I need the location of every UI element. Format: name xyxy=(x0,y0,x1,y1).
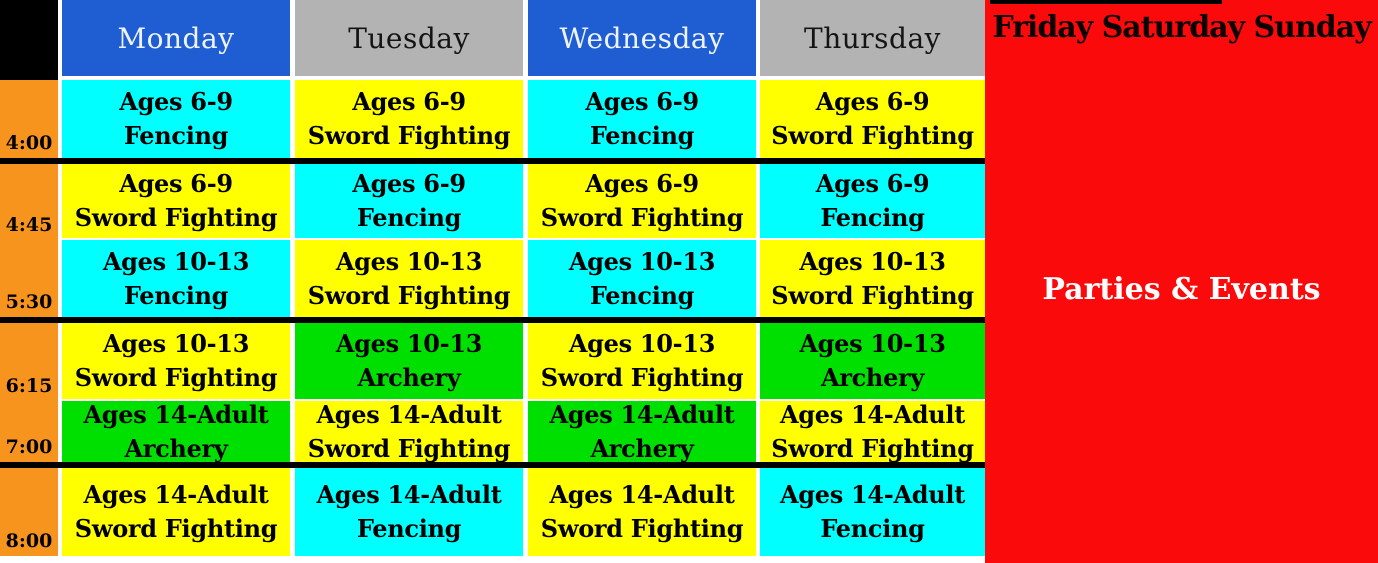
cell-age-group: Ages 10-13 xyxy=(568,329,716,359)
schedule-cell-thursday-615: Ages 10-13 Archery xyxy=(760,323,985,399)
time-label-445: 4:45 xyxy=(0,164,58,240)
weekend-panel-title: Friday Saturday Sunday xyxy=(992,10,1371,45)
time-label-800: 8:00 xyxy=(0,468,58,556)
cell-age-group: Ages 6-9 xyxy=(815,169,930,199)
schedule-cell-thursday-400: Ages 6-9 Sword Fighting xyxy=(760,80,985,158)
cell-activity: Archery xyxy=(820,363,925,392)
cell-age-group: Ages 10-13 xyxy=(799,329,946,359)
cell-age-group: Ages 10-13 xyxy=(335,246,483,276)
cell-age-group: Ages 10-13 xyxy=(335,329,483,359)
day-header-thursday: Thursday xyxy=(760,0,985,76)
schedule-cell-wednesday-700: Ages 14-Adult Archery xyxy=(528,399,756,463)
cell-age-group: Ages 6-9 xyxy=(352,169,466,199)
cell-age-group: Ages 14-Adult xyxy=(549,399,735,429)
time-label-615: 6:15 xyxy=(0,323,58,401)
corner-cell xyxy=(0,0,58,80)
cell-age-group: Ages 10-13 xyxy=(102,246,250,276)
schedule-cell-tuesday-445: Ages 6-9 Fencing xyxy=(295,164,523,238)
cell-age-group: Ages 10-13 xyxy=(102,329,250,359)
cell-age-group: Ages 14-Adult xyxy=(83,480,269,510)
cell-activity: Fencing xyxy=(820,203,925,232)
cell-activity: Sword Fighting xyxy=(771,280,974,310)
day-header-wednesday: Wednesday xyxy=(528,0,756,76)
cell-age-group: Ages 6-9 xyxy=(119,169,233,199)
schedule-cell-monday-400: Ages 6-9 Fencing xyxy=(62,80,290,158)
cell-age-group: Ages 10-13 xyxy=(799,246,946,276)
weekend-panel-subtitle: Parties & Events xyxy=(1042,272,1321,307)
black-divider xyxy=(0,158,985,164)
cell-activity: Sword Fighting xyxy=(74,203,278,232)
cell-activity: Sword Fighting xyxy=(307,280,511,310)
cell-activity: Sword Fighting xyxy=(74,363,278,392)
time-label-530: 5:30 xyxy=(0,240,58,317)
cell-activity: Sword Fighting xyxy=(771,121,974,150)
cell-activity: Fencing xyxy=(356,203,462,232)
cell-activity: Sword Fighting xyxy=(307,433,511,463)
cell-age-group: Ages 6-9 xyxy=(585,169,699,199)
cell-age-group: Ages 14-Adult xyxy=(316,399,502,429)
cell-age-group: Ages 14-Adult xyxy=(549,480,735,510)
black-divider xyxy=(0,462,985,468)
cell-activity: Fencing xyxy=(820,514,925,543)
cell-activity: Sword Fighting xyxy=(307,121,511,150)
schedule-cell-wednesday-445: Ages 6-9 Sword Fighting xyxy=(528,164,756,238)
cell-age-group: Ages 14-Adult xyxy=(779,399,966,429)
schedule-cell-monday-530: Ages 10-13 Fencing xyxy=(62,240,290,317)
cell-activity: Sword Fighting xyxy=(540,514,744,543)
schedule-cell-monday-800: Ages 14-Adult Sword Fighting xyxy=(62,468,290,556)
day-header-tuesday: Tuesday xyxy=(295,0,523,76)
cell-activity: Fencing xyxy=(589,280,695,310)
weekly-timetable: Monday Tuesday Wednesday Thursday 4:00 4… xyxy=(0,0,985,556)
cell-activity: Archery xyxy=(357,363,461,392)
cell-age-group: Ages 6-9 xyxy=(119,87,233,117)
schedule-cell-monday-700: Ages 14-Adult Archery xyxy=(62,399,290,463)
cell-activity: Sword Fighting xyxy=(74,514,278,543)
black-divider xyxy=(0,317,985,323)
schedule-cell-wednesday-615: Ages 10-13 Sword Fighting xyxy=(528,323,756,399)
time-label-400: 4:00 xyxy=(0,80,58,158)
schedule-cell-tuesday-700: Ages 14-Adult Sword Fighting xyxy=(295,399,523,463)
day-header-monday: Monday xyxy=(62,0,290,76)
cell-activity: Fencing xyxy=(589,121,695,150)
panel-top-edge xyxy=(990,0,1222,4)
schedule-cell-thursday-800: Ages 14-Adult Fencing xyxy=(760,468,985,556)
cell-age-group: Ages 14-Adult xyxy=(316,480,502,510)
schedule-cell-tuesday-800: Ages 14-Adult Fencing xyxy=(295,468,523,556)
schedule-cell-thursday-530: Ages 10-13 Sword Fighting xyxy=(760,240,985,317)
cell-age-group: Ages 6-9 xyxy=(585,87,699,117)
weekend-panel: Friday Saturday Sunday Parties & Events xyxy=(985,0,1378,563)
cell-activity: Fencing xyxy=(123,121,229,150)
cell-age-group: Ages 14-Adult xyxy=(779,480,966,510)
cell-age-group: Ages 6-9 xyxy=(815,87,930,117)
schedule-cell-tuesday-530: Ages 10-13 Sword Fighting xyxy=(295,240,523,317)
cell-age-group: Ages 6-9 xyxy=(352,87,466,117)
schedule-cell-tuesday-615: Ages 10-13 Archery xyxy=(295,323,523,399)
schedule-cell-monday-445: Ages 6-9 Sword Fighting xyxy=(62,164,290,238)
cell-activity: Fencing xyxy=(123,280,229,310)
schedule-cell-monday-615: Ages 10-13 Sword Fighting xyxy=(62,323,290,399)
schedule-cell-tuesday-400: Ages 6-9 Sword Fighting xyxy=(295,80,523,158)
schedule-cell-wednesday-800: Ages 14-Adult Sword Fighting xyxy=(528,468,756,556)
cell-activity: Archery xyxy=(590,433,694,463)
cell-activity: Sword Fighting xyxy=(771,433,974,463)
cell-age-group: Ages 14-Adult xyxy=(83,399,269,429)
time-label-700: 7:00 xyxy=(0,401,58,462)
cell-activity: Fencing xyxy=(356,514,462,543)
schedule-cell-wednesday-530: Ages 10-13 Fencing xyxy=(528,240,756,317)
cell-activity: Sword Fighting xyxy=(540,363,744,392)
schedule-cell-wednesday-400: Ages 6-9 Fencing xyxy=(528,80,756,158)
cell-age-group: Ages 10-13 xyxy=(568,246,716,276)
cell-activity: Sword Fighting xyxy=(540,203,744,232)
cell-activity: Archery xyxy=(124,433,228,463)
schedule-cell-thursday-445: Ages 6-9 Fencing xyxy=(760,164,985,238)
schedule-cell-thursday-700: Ages 14-Adult Sword Fighting xyxy=(760,399,985,463)
